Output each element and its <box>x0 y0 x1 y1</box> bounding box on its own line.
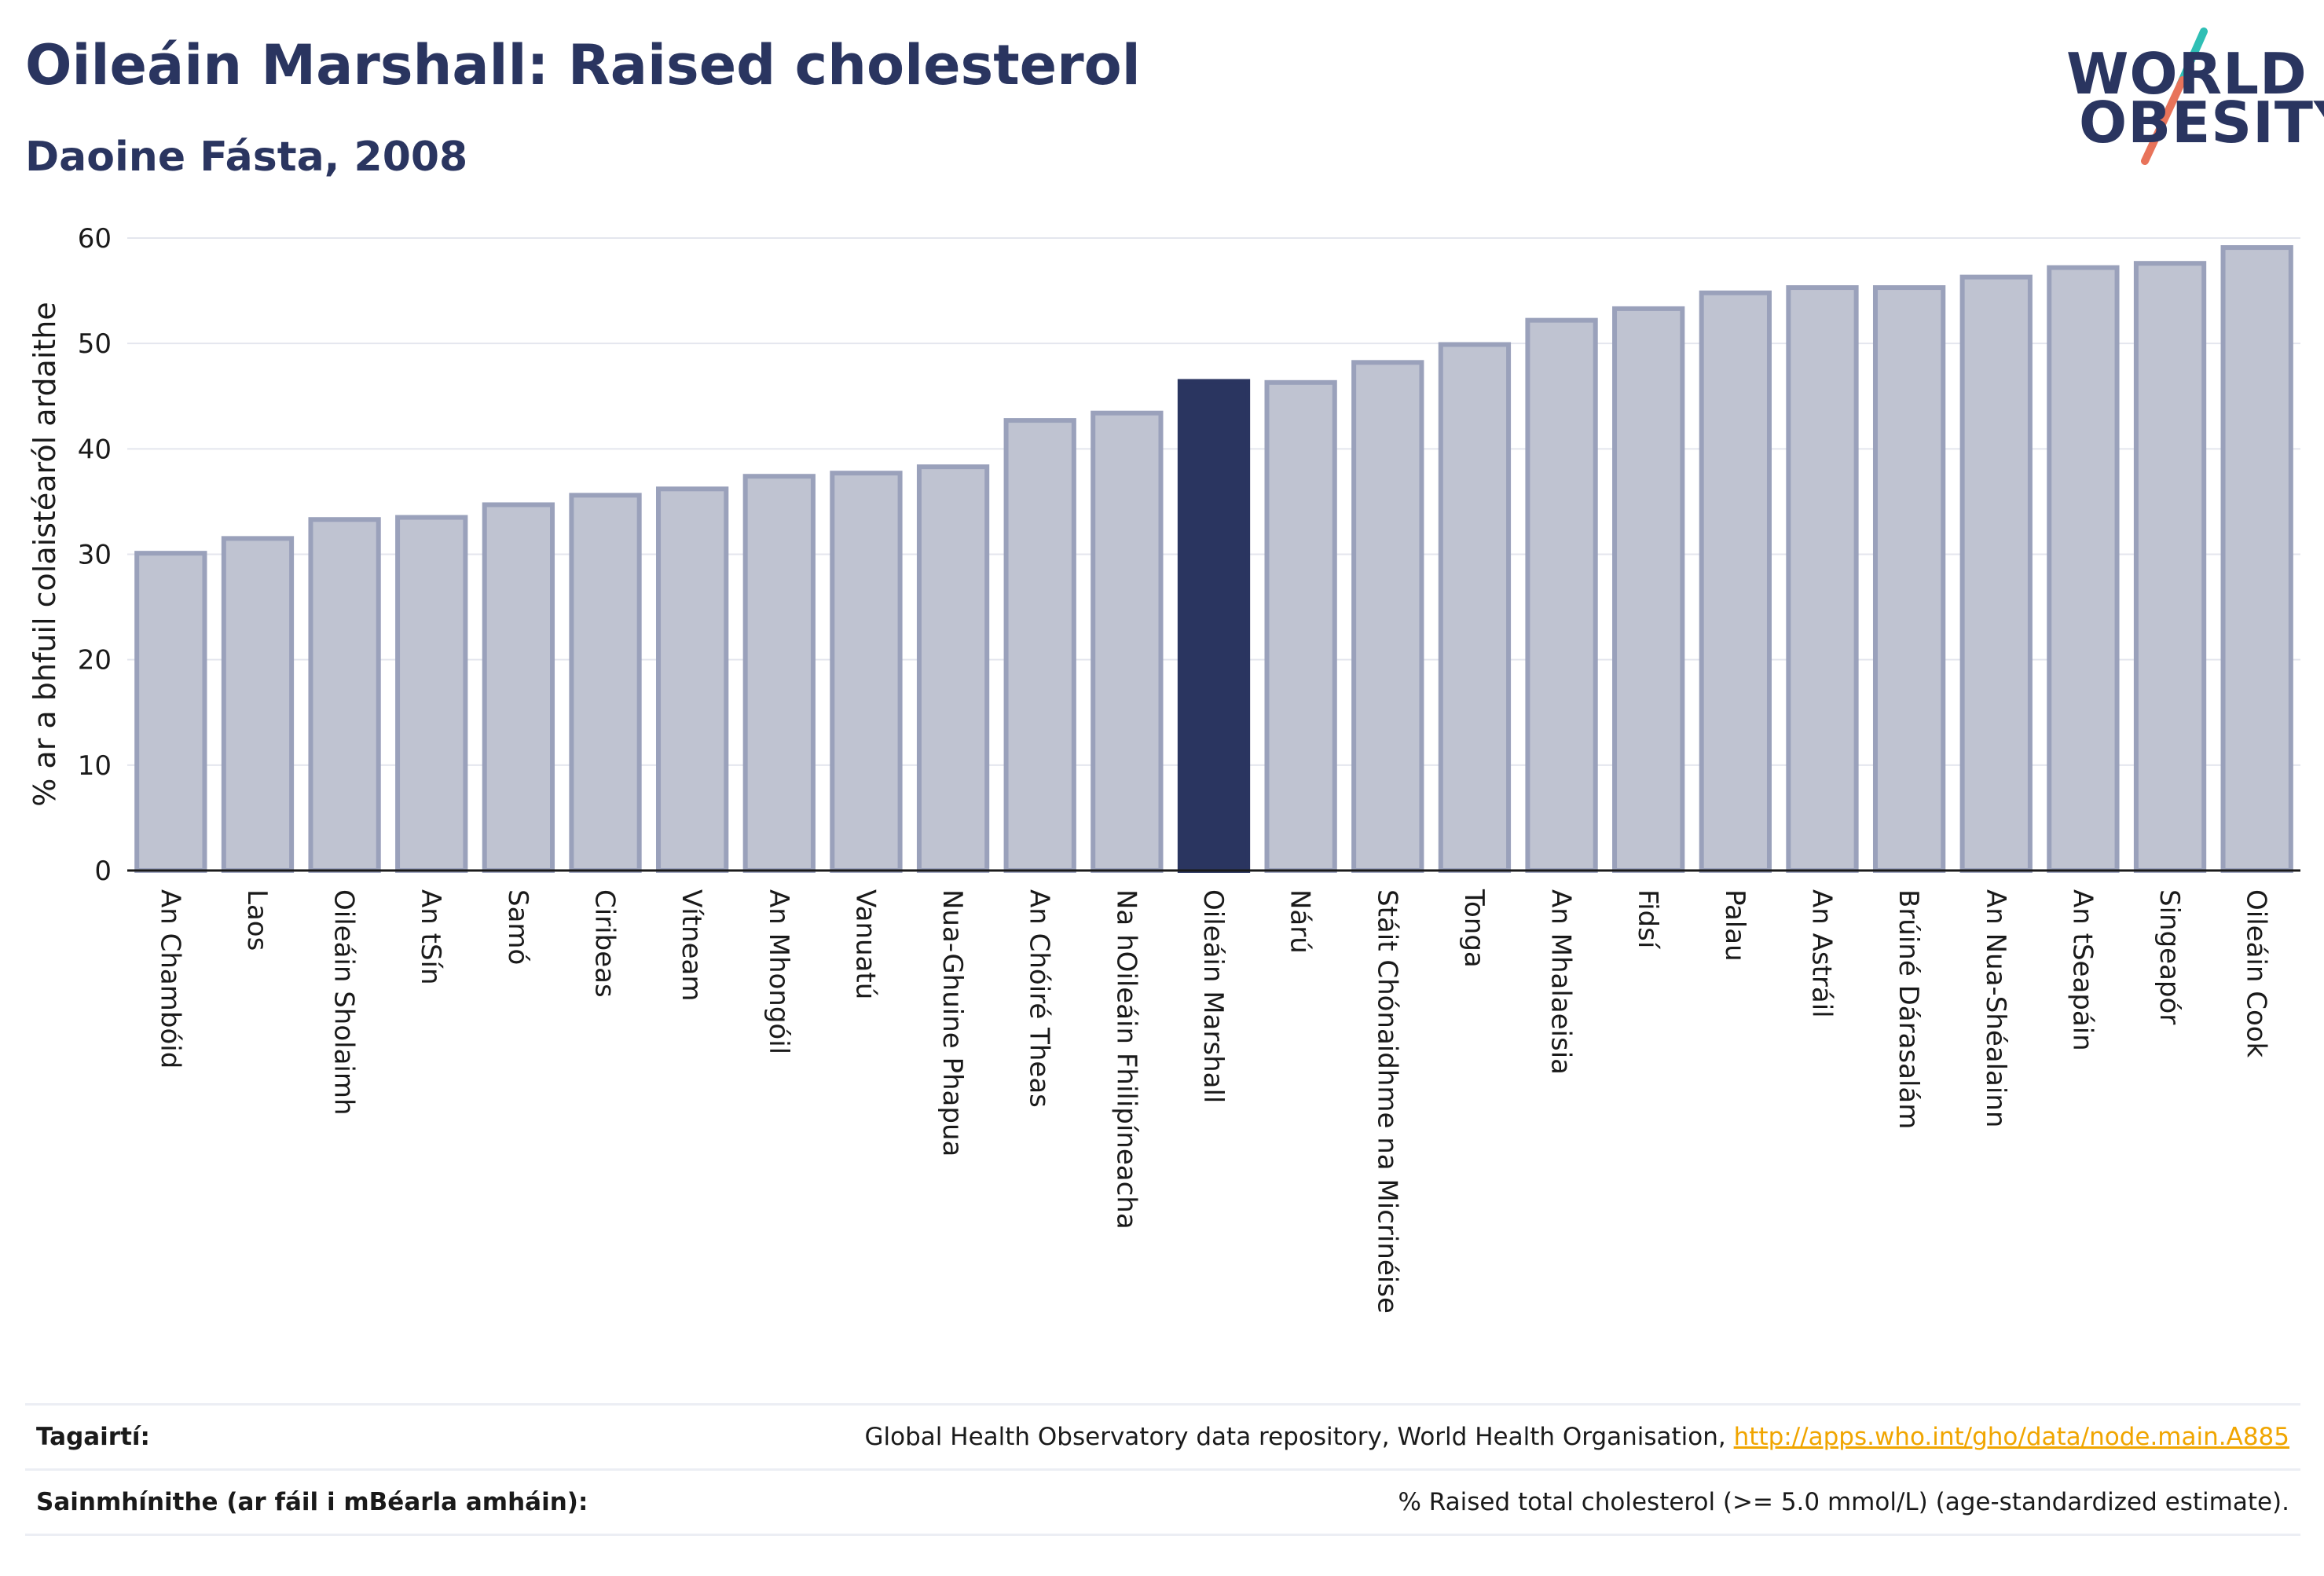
references-source-link[interactable]: http://apps.who.int/gho/data/node.main.A… <box>1733 1423 2289 1451</box>
bar <box>1959 274 2033 874</box>
bar <box>1872 285 1946 873</box>
x-tick-label: An Astráil <box>1805 889 1837 1018</box>
logo-slash-icon <box>2141 27 2208 165</box>
bar <box>2220 245 2293 873</box>
x-tick-label: Stáit Chónaidhme na Micrinéise <box>1371 889 1402 1314</box>
bar <box>1612 306 1685 873</box>
x-tick-label: An Chambóid <box>154 889 185 1068</box>
x-tick-label: Fidsí <box>1632 889 1663 950</box>
bar <box>1438 342 1512 873</box>
x-tick-label: Vanuatú <box>849 889 881 999</box>
x-tick-label: Laos <box>241 889 273 951</box>
references-label: Tagairtí: <box>36 1423 150 1451</box>
chart-title: Oileáin Marshall: Raised cholesterol <box>25 33 1141 97</box>
references-table: Tagairtí: Global Health Observatory data… <box>25 1403 2300 1536</box>
bar <box>1699 290 1772 874</box>
y-tick-label: 40 <box>78 434 112 465</box>
bar <box>308 517 381 873</box>
bar-chart: 0 10 20 30 40 50 60 % ar a bhfuil colaistéaról … <box>27 223 2300 1314</box>
x-tick-label: Brúiné Dárasalám <box>1893 889 1924 1129</box>
x-tick-label: Samó <box>502 889 533 965</box>
y-tick-label: 10 <box>78 750 112 782</box>
references-row: Tagairtí: Global Health Observatory data… <box>25 1403 2300 1468</box>
x-tick-label: Na hOileáin Fhilipíneacha <box>1110 889 1142 1230</box>
bar <box>1351 360 1424 874</box>
y-tick-label: 60 <box>78 223 112 255</box>
bar <box>482 502 555 873</box>
bar <box>1786 285 1859 873</box>
references-value: Global Health Observatory data repositor… <box>865 1423 2300 1451</box>
definitions-row: Sainmhínithe (ar fáil i mBéarla amháin):… <box>25 1468 2300 1536</box>
y-tick-label: 0 <box>94 856 112 887</box>
x-tick-label: An Mhongóil <box>763 889 794 1054</box>
x-tick-label: An Mhalaeisia <box>1545 889 1577 1075</box>
bar <box>569 493 642 873</box>
bar <box>134 551 207 873</box>
x-tick-label: Vítneam <box>676 889 707 1001</box>
x-tick-label: Nárú <box>1285 889 1316 954</box>
logo-text-world: WORLD <box>2066 41 2308 107</box>
x-tick-label: An Nua-Shéalainn <box>1980 889 2011 1127</box>
x-tick-label: Oileáin Sholaimh <box>328 889 360 1116</box>
y-tick-label: 50 <box>78 328 112 360</box>
world-obesity-logo: WORLD OBESITY <box>2043 24 2324 173</box>
bar <box>656 486 729 873</box>
bar <box>742 474 816 873</box>
definitions-label: Sainmhínithe (ar fáil i mBéarla amháin): <box>36 1488 588 1516</box>
x-tick-label: Palau <box>1719 889 1750 962</box>
bar <box>1177 379 1251 873</box>
x-tick-label: Singeapór <box>2154 889 2185 1024</box>
definitions-value: % Raised total cholesterol (>= 5.0 mmol/… <box>1398 1488 2289 1516</box>
bar <box>1525 317 1598 873</box>
x-tick-label: Nua-Ghuine Phapua <box>937 889 968 1156</box>
bar <box>221 536 295 873</box>
x-tick-label: An Chóiré Theas <box>1024 889 1055 1108</box>
x-tick-label: Oileáin Cook <box>2241 889 2272 1058</box>
references-source-text: Global Health Observatory data repositor… <box>864 1423 1734 1451</box>
bar <box>2133 261 2207 873</box>
bar <box>916 464 990 873</box>
y-tick-label: 30 <box>78 540 112 571</box>
y-tick-label: 20 <box>78 645 112 676</box>
chart-subtitle: Daoine Fásta, 2008 <box>25 134 468 181</box>
bar <box>830 471 903 873</box>
bar <box>1003 418 1076 873</box>
bar <box>1091 410 1164 873</box>
x-tick-label: Ciribeas <box>589 889 621 998</box>
bar <box>1264 379 1337 873</box>
bar <box>395 515 468 873</box>
x-tick-label: An tSín <box>415 889 446 985</box>
y-axis-label: % ar a bhfuil colaistéaról ardaithe <box>27 302 62 807</box>
x-tick-label: Tonga <box>1458 889 1490 968</box>
x-tick-label: Oileáin Marshall <box>1197 889 1229 1103</box>
x-tick-label: An tSeapáin <box>2066 889 2098 1051</box>
logo-text-obesity: OBESITY <box>2079 90 2324 156</box>
bar <box>2047 265 2120 874</box>
